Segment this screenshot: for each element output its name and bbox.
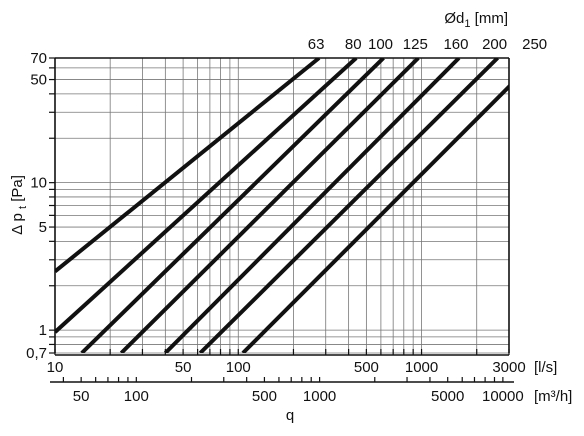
labels: 10 50 100 500 1000 3000 [l/s]50 100 500 1000 5000 1… xyxy=(9,10,572,424)
series-header-symbol: Ød xyxy=(444,10,464,27)
y-tick-label: 1 xyxy=(39,322,47,339)
series-lines xyxy=(55,58,509,353)
series-line-80 xyxy=(55,58,358,334)
series-line-250 xyxy=(241,83,509,353)
series-line-200 xyxy=(198,58,500,353)
x2-axis-label: q xyxy=(286,407,294,424)
x-tick-label: 3000 xyxy=(492,359,525,376)
series-label-160: 160 xyxy=(443,36,468,53)
series-label-100: 100 xyxy=(368,36,393,53)
grid xyxy=(54,57,510,354)
x2-tick-label: 10000 xyxy=(482,388,524,405)
y-axis-label-unit: [Pa] xyxy=(9,175,26,206)
series-header-subscript: 1 xyxy=(464,18,470,30)
series-label-63: 63 xyxy=(308,36,325,53)
x-tick-label: 1000 xyxy=(405,359,438,376)
x2-tick-label: 50 xyxy=(73,388,90,405)
y-axis-label: Δ p t [Pa] xyxy=(9,175,29,235)
x-tick-label: 10 xyxy=(47,359,64,376)
x2-tick-label: 500 xyxy=(252,388,277,405)
series-line-63 xyxy=(55,58,321,274)
y-axis-label-subscript: t xyxy=(17,206,29,209)
series-line-160 xyxy=(163,58,461,353)
x2-tick-label: 100 xyxy=(124,388,149,405)
series-header-label: Ød1 [mm] xyxy=(444,10,508,30)
series-label-125: 125 xyxy=(403,36,428,53)
series-line-100 xyxy=(80,58,385,353)
x-tick-label: 100 xyxy=(226,359,251,376)
y-axis-label-symbol: Δ p xyxy=(9,209,26,235)
x-tick-label: 50 xyxy=(175,359,192,376)
series-header-unit: [mm] xyxy=(471,10,509,27)
x2-tick-label: 5000 xyxy=(431,388,464,405)
y-tick-label: 70 xyxy=(30,50,47,67)
x2-tick-label: 1000 xyxy=(303,388,336,405)
x-axis-unit: [l/s] xyxy=(534,359,557,376)
series-label-200: 200 xyxy=(482,36,507,53)
axes xyxy=(49,57,514,383)
y-tick-label: 5 xyxy=(39,219,47,236)
x-tick-label: 500 xyxy=(354,359,379,376)
y-tick-label: 10 xyxy=(30,175,47,192)
y-tick-label: 50 xyxy=(30,72,47,89)
series-label-250: 250 xyxy=(522,36,547,53)
x2-axis-unit: [m³/h] xyxy=(534,388,572,405)
y-tick-label: 0,7 xyxy=(26,345,47,362)
series-line-125 xyxy=(119,58,420,353)
series-label-80: 80 xyxy=(345,36,362,53)
